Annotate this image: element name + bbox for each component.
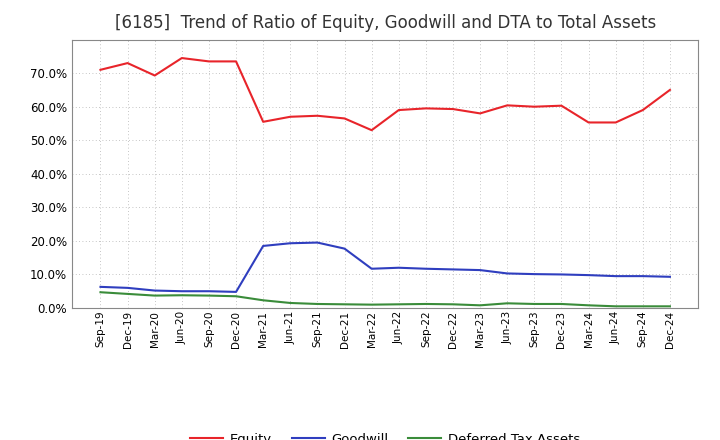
Goodwill [665,274,674,279]
Goodwill [150,288,159,293]
Equity [611,120,620,125]
Goodwill [313,240,322,245]
Equity [286,114,294,119]
Deferred Tax Assets [341,302,349,307]
Deferred Tax Assets [367,302,376,307]
Equity [530,104,539,109]
Equity [204,59,213,64]
Deferred Tax Assets [421,301,430,307]
Equity [123,60,132,66]
Goodwill [395,265,403,270]
Goodwill [530,271,539,277]
Equity [341,116,349,121]
Equity [476,111,485,116]
Equity [449,106,457,112]
Equity [503,103,511,108]
Equity [557,103,566,108]
Deferred Tax Assets [178,293,186,298]
Goodwill [367,266,376,271]
Deferred Tax Assets [476,303,485,308]
Equity [665,87,674,92]
Deferred Tax Assets [639,304,647,309]
Deferred Tax Assets [584,303,593,308]
Deferred Tax Assets [96,290,105,295]
Deferred Tax Assets [449,302,457,307]
Equity [96,67,105,73]
Equity [150,73,159,78]
Deferred Tax Assets [395,302,403,307]
Equity [421,106,430,111]
Goodwill [584,272,593,278]
Deferred Tax Assets [204,293,213,298]
Equity [639,107,647,113]
Equity [178,55,186,61]
Goodwill [421,266,430,271]
Equity [584,120,593,125]
Goodwill [259,243,268,249]
Equity [259,119,268,125]
Goodwill [286,241,294,246]
Goodwill [503,271,511,276]
Deferred Tax Assets [150,293,159,298]
Deferred Tax Assets [503,301,511,306]
Title: [6185]  Trend of Ratio of Equity, Goodwill and DTA to Total Assets: [6185] Trend of Ratio of Equity, Goodwil… [114,15,656,33]
Deferred Tax Assets [313,301,322,307]
Equity [367,128,376,133]
Goodwill [476,268,485,273]
Goodwill [123,285,132,290]
Deferred Tax Assets [232,293,240,299]
Goodwill [204,289,213,294]
Goodwill [96,284,105,290]
Goodwill [611,274,620,279]
Deferred Tax Assets [259,297,268,303]
Line: Equity: Equity [101,58,670,130]
Deferred Tax Assets [286,301,294,306]
Goodwill [178,289,186,294]
Goodwill [232,289,240,294]
Equity [232,59,240,64]
Deferred Tax Assets [665,304,674,309]
Deferred Tax Assets [530,301,539,307]
Goodwill [557,272,566,277]
Deferred Tax Assets [611,304,620,309]
Goodwill [449,267,457,272]
Deferred Tax Assets [123,291,132,297]
Deferred Tax Assets [557,301,566,307]
Line: Deferred Tax Assets: Deferred Tax Assets [101,292,670,306]
Goodwill [639,274,647,279]
Equity [313,113,322,118]
Line: Goodwill: Goodwill [101,242,670,292]
Legend: Equity, Goodwill, Deferred Tax Assets: Equity, Goodwill, Deferred Tax Assets [185,427,585,440]
Equity [395,107,403,113]
Goodwill [341,246,349,251]
